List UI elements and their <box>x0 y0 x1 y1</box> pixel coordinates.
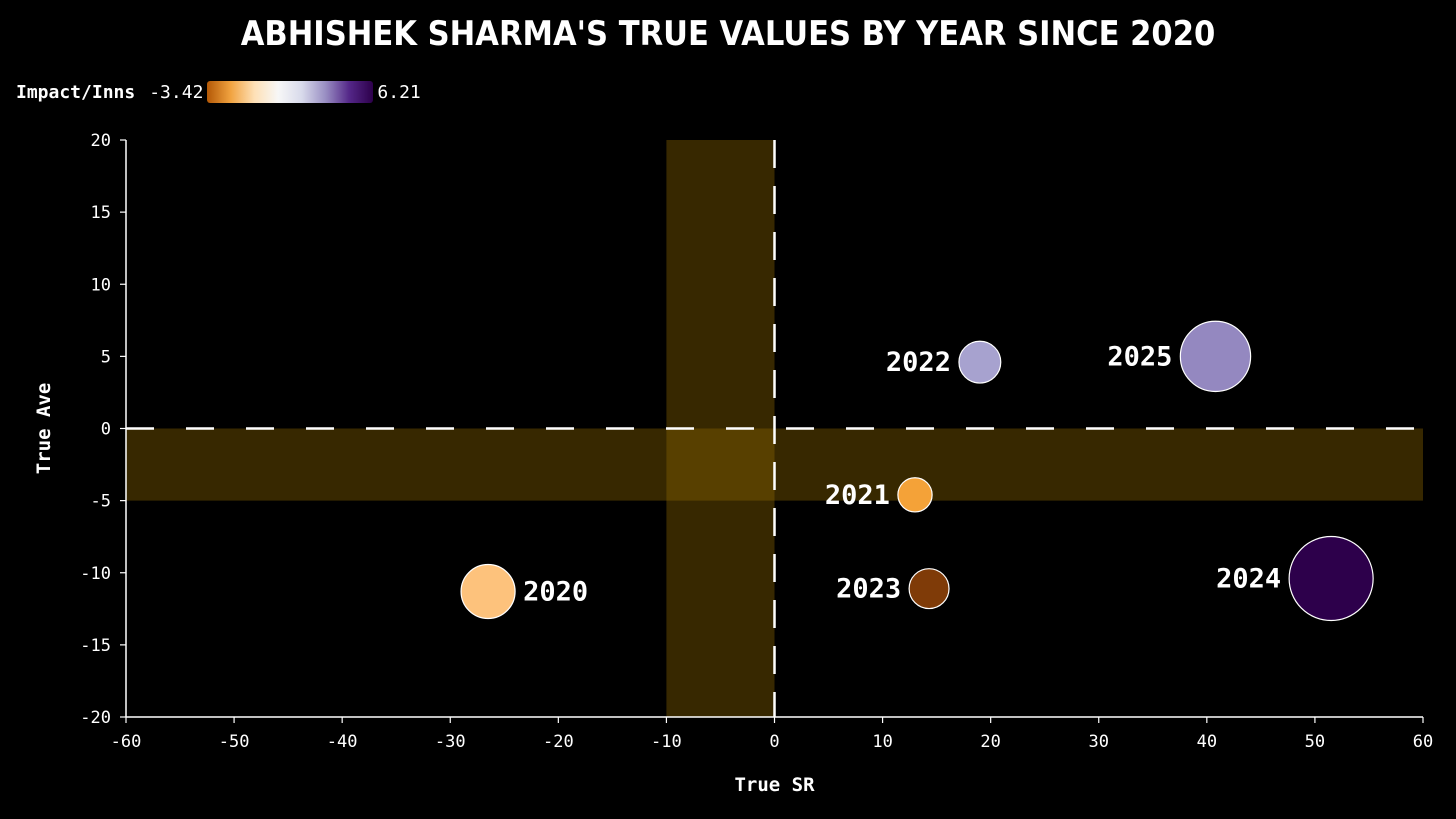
data-point-2022 <box>958 340 1002 384</box>
x-tick-label: 20 <box>980 732 1000 752</box>
legend-min-value: -3.42 <box>149 81 204 103</box>
x-tick-label: 10 <box>872 732 892 752</box>
y-tick-label: -15 <box>80 636 111 656</box>
data-label-2021: 2021 <box>825 480 890 511</box>
x-tick-label: -30 <box>435 732 466 752</box>
x-tick-label: 0 <box>769 732 779 752</box>
x-tick-label: 50 <box>1305 732 1325 752</box>
data-label-2020: 2020 <box>523 577 588 608</box>
y-tick-label: 15 <box>91 203 111 223</box>
x-axis-title: True SR <box>734 774 815 796</box>
legend-title: Impact/Inns <box>16 81 136 103</box>
chart-title: ABHISHEK SHARMA'S TRUE VALUES BY YEAR SI… <box>240 14 1216 54</box>
data-point-2024 <box>1288 535 1374 622</box>
y-tick-label: 0 <box>101 420 111 440</box>
y-tick-label: -5 <box>91 492 111 512</box>
y-tick-label: 10 <box>91 275 111 295</box>
data-point-2021 <box>897 477 933 513</box>
data-point-2025 <box>1179 320 1252 393</box>
data-point-2023 <box>908 568 950 610</box>
data-label-2024: 2024 <box>1216 564 1281 595</box>
x-tick-label: 30 <box>1089 732 1109 752</box>
data-label-2023: 2023 <box>836 574 901 605</box>
data-label-2025: 2025 <box>1107 341 1172 372</box>
legend-color-gradient <box>207 81 374 103</box>
x-tick-label: -20 <box>543 732 574 752</box>
color-legend: Impact/Inns -3.42 6.21 <box>16 80 421 104</box>
y-axis-title: True Ave <box>33 383 55 475</box>
y-tick-label: -20 <box>80 708 111 728</box>
legend-max-value: 6.21 <box>377 81 421 103</box>
y-tick-label: 20 <box>91 131 111 151</box>
x-tick-label: -50 <box>219 732 250 752</box>
x-tick-label: -60 <box>111 732 142 752</box>
data-point-2020 <box>460 563 516 620</box>
y-tick-label: -10 <box>80 564 111 584</box>
y-tick-label: 5 <box>101 347 111 367</box>
x-tick-label: -10 <box>651 732 682 752</box>
data-label-2022: 2022 <box>886 347 951 378</box>
x-tick-label: 60 <box>1413 732 1433 752</box>
x-tick-label: 40 <box>1197 732 1217 752</box>
x-tick-label: -40 <box>327 732 358 752</box>
